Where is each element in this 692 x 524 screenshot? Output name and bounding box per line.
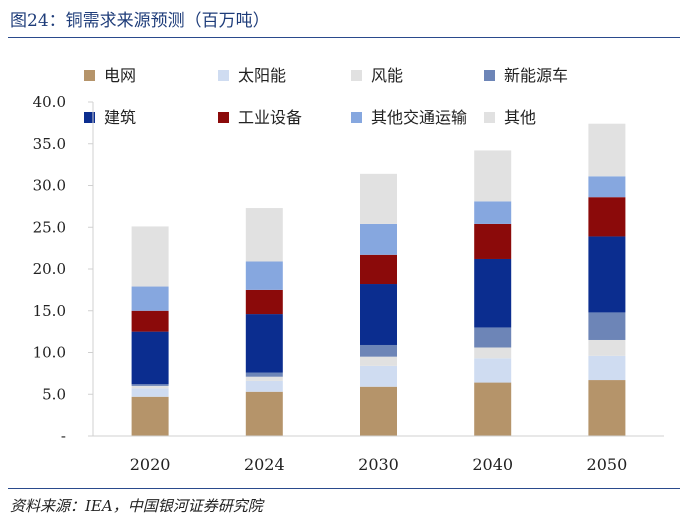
bar-segment <box>588 355 626 381</box>
legend-swatch <box>351 70 362 81</box>
legend-label: 建筑 <box>104 108 136 127</box>
y-tick-label: 40.0 <box>33 93 66 111</box>
figure-title: 图24：铜需求来源预测（百万吨） <box>10 11 270 31</box>
legend-swatch <box>218 70 229 81</box>
bar-segment <box>245 314 283 373</box>
bar-segment <box>474 201 512 224</box>
bars <box>131 123 626 436</box>
bar-segment <box>360 356 397 366</box>
y-tick-label: 30.0 <box>33 177 66 195</box>
bar-segment <box>131 396 169 436</box>
bar-segment <box>588 197 626 237</box>
legend-swatch <box>351 112 362 123</box>
bar-segment <box>360 173 397 224</box>
bar-stack <box>474 150 512 436</box>
legend-label: 风能 <box>371 66 403 85</box>
bar-segment <box>588 123 626 177</box>
source-rule <box>8 488 680 489</box>
y-tick-label: 5.0 <box>42 385 66 403</box>
legend-label: 工业设备 <box>238 108 302 127</box>
bar-segment <box>131 310 169 332</box>
x-tick-label: 2024 <box>244 455 285 474</box>
title-rule <box>8 37 680 38</box>
legend-swatch <box>484 70 495 81</box>
bar-segment <box>588 176 626 198</box>
x-tick-label: 2050 <box>587 455 628 474</box>
y-tick-label: 10.0 <box>33 344 66 362</box>
x-axis: 2020 2024 2030 2040 2050 <box>93 435 664 474</box>
bar-segment <box>131 384 169 386</box>
legend-swatch <box>84 70 95 81</box>
bar-segment <box>360 254 397 285</box>
bar-segment <box>474 258 512 328</box>
bar-segment <box>245 380 283 392</box>
bar-segment <box>360 284 397 345</box>
y-tick-label: 25.0 <box>33 218 66 236</box>
bar-stack <box>131 226 169 436</box>
source-note: 资料来源：IEA，中国银河证券研究院 <box>10 497 263 515</box>
bar-segment <box>474 223 512 259</box>
y-tick-label: 20.0 <box>33 260 66 278</box>
bar-segment <box>360 386 397 436</box>
y-tick-label: 15.0 <box>33 302 66 320</box>
bar-segment <box>245 261 283 290</box>
bar-segment <box>474 150 512 202</box>
bar-segment <box>474 327 512 348</box>
bar-segment <box>131 226 169 287</box>
bar-segment <box>131 385 169 389</box>
x-tick-label: 2020 <box>130 455 171 474</box>
bar-segment <box>360 365 397 387</box>
bar-segment <box>245 208 283 262</box>
bar-segment <box>474 347 512 359</box>
x-tick-label: 2030 <box>358 455 399 474</box>
bar-stack <box>360 173 397 436</box>
legend-label: 新能源车 <box>504 66 568 85</box>
bar-segment <box>588 236 626 313</box>
bar-segment <box>245 376 283 381</box>
bar-segment <box>131 286 169 311</box>
bar-segment <box>474 382 512 436</box>
bar-stack <box>245 208 283 436</box>
legend-label: 其他交通运输 <box>371 108 467 127</box>
bar-segment <box>474 358 512 383</box>
bar-segment <box>360 344 397 357</box>
legend-swatch <box>84 112 95 123</box>
bar-segment <box>588 339 626 356</box>
legend-swatch <box>218 112 229 123</box>
bar-segment <box>131 331 169 385</box>
bar-segment <box>360 223 397 255</box>
bar-segment <box>245 391 283 436</box>
legend-label: 太阳能 <box>238 66 286 85</box>
legend-label: 其他 <box>504 108 536 127</box>
x-tick-label: 2040 <box>472 455 513 474</box>
legend-swatch <box>484 112 495 123</box>
y-axis: - 5.0 10.0 15.0 20.0 25.0 30.0 35.0 40.0 <box>33 93 94 445</box>
bar-segment <box>131 388 169 397</box>
bar-segment <box>588 312 626 340</box>
bar-segment <box>588 380 626 436</box>
bar-stack <box>588 123 626 436</box>
y-tick-label: 35.0 <box>33 135 66 153</box>
y-tick-label: - <box>61 427 66 445</box>
bar-segment <box>245 372 283 377</box>
legend-label: 电网 <box>104 66 136 85</box>
bar-segment <box>245 289 283 315</box>
